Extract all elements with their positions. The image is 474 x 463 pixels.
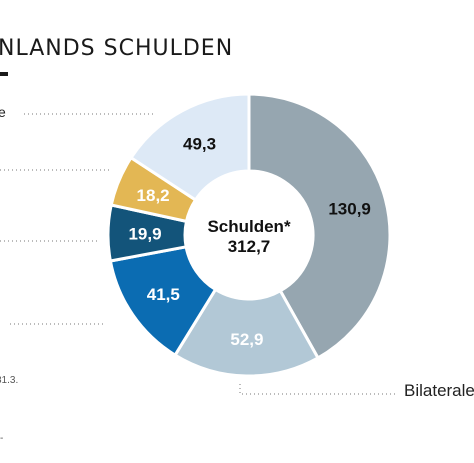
footnote-mark: - (0, 433, 4, 444)
title-underline (0, 72, 8, 76)
donut-slice (173, 287, 321, 378)
center-total: 312,7 (228, 237, 271, 256)
slice-value-label: 19,9 (128, 224, 161, 243)
leader-line (239, 384, 396, 395)
donut-slices (106, 92, 392, 378)
slice-value-label: 41,5 (147, 285, 180, 304)
slice-value-label: 49,3 (183, 134, 216, 153)
slice-value-labels: 130,9 52,9 41,5 19,9 18,2 49,3 (128, 134, 370, 348)
left-cut-label: e (0, 104, 6, 120)
center-label: Schulden* (207, 217, 291, 236)
slice-value-label: 18,2 (137, 186, 170, 205)
callout-label-bilaterale: Bilaterale (404, 381, 474, 400)
slice-value-label: 130,9 (328, 200, 371, 219)
donut-slice (247, 92, 392, 361)
footnote: 31.3. (0, 375, 19, 386)
leader-lines (0, 113, 396, 395)
donut-slice (128, 92, 251, 202)
chart-title: NLANDS SCHULDEN (0, 36, 234, 61)
slice-value-label: 52,9 (230, 330, 263, 349)
